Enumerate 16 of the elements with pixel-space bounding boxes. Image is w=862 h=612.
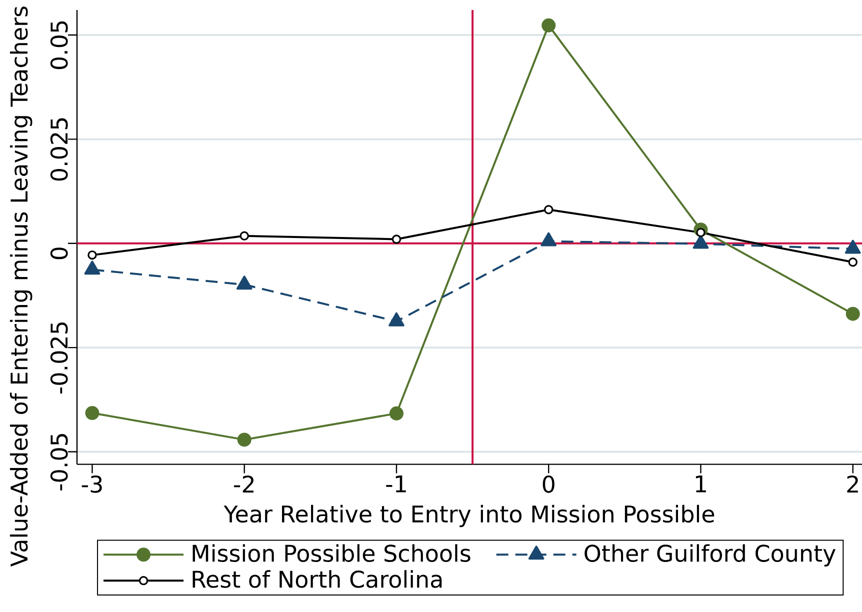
y-tick-label: 0.025: [50, 118, 68, 181]
x-tick-label: 1: [696, 475, 706, 492]
y-axis-title: Value-Added of Entering minus Leaving Teachers: [10, 6, 32, 567]
x-axis-title: Year Relative to Entry into Mission Possible: [224, 504, 714, 528]
x-tick-label: 2: [847, 475, 858, 493]
y-tick-label: -0.05: [50, 434, 68, 490]
y-tick-label: 0: [50, 248, 68, 260]
legend-label: Other Guilford County: [584, 544, 836, 566]
x-tick-label: -2: [234, 475, 254, 493]
y-tick-label: -0.025: [50, 322, 68, 394]
x-tick-label: -3: [82, 475, 102, 493]
legend-label: Rest of North Carolina: [192, 570, 442, 588]
x-tick-label: -1: [386, 475, 406, 492]
y-tick-label: 0.05: [50, 21, 68, 70]
legend-label: Mission Possible Schools: [192, 544, 470, 562]
x-tick-label: 0: [542, 475, 554, 493]
